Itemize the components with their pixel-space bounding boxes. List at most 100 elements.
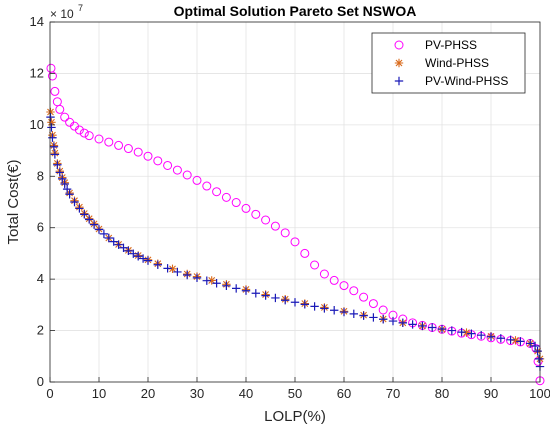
x-tick-label: 90 [484,386,498,401]
data-point [310,260,320,270]
axis-ticks: 0 10 20 30 40 50 60 70 80 90 100 0 2 4 6 8 10 12 14 [30,14,550,401]
data-point [94,225,104,234]
data-point [467,329,476,338]
legend-markers [394,40,404,86]
data-point [241,203,251,213]
data-point [290,237,300,247]
data-point [534,354,544,364]
data-point [339,281,349,291]
data-point [270,221,280,231]
data-point [398,318,407,328]
y-tick-label: 12 [30,65,44,80]
y-axis-title: Total Cost(€) [5,159,22,244]
data-point [486,332,496,341]
data-point [477,331,486,340]
data-point [46,107,55,117]
data-point [62,184,72,194]
data-point [408,320,417,329]
data-point [300,248,310,258]
data-point [124,246,133,256]
data-point [143,151,153,161]
data-point [94,134,104,144]
data-point [84,131,94,141]
data-point [50,150,60,159]
data-point [506,335,515,345]
data-point [75,204,84,213]
x-tick-label: 30 [190,386,204,401]
data-point [55,168,64,177]
data-point [428,323,437,332]
data-point [47,71,57,81]
data-point [349,309,358,319]
data-point [530,341,540,351]
y-tick-label: 2 [37,323,44,338]
data-point [183,270,192,280]
x-tick-label: 0 [46,386,53,401]
data-point [89,220,99,229]
data-point [418,321,427,331]
data-point [261,291,270,300]
data-point [153,156,163,166]
data-point [388,316,398,326]
data-point [231,198,241,208]
data-point [349,286,359,296]
data-point [163,264,172,273]
data-point [207,276,216,285]
x-tick-label: 100 [529,386,550,401]
data-point [114,140,124,150]
legend-label-pv-phss: PV-PHSS [425,38,477,52]
data-point [232,284,241,293]
data-point [60,179,69,189]
data-point [80,210,89,219]
data-point [172,165,182,175]
data-point [378,305,388,315]
data-point [168,264,177,274]
x-tick-label: 60 [337,386,351,401]
data-point [85,215,94,224]
y-tick-label: 10 [30,117,44,132]
data-point [290,298,300,307]
data-point [192,175,202,185]
data-point [462,328,471,337]
y-tick-label: 8 [37,168,44,183]
data-point [114,240,123,249]
legend: PV-PHSS Wind-PHSS PV-Wind-PHSS [371,32,526,94]
data-point [104,137,114,147]
data-point [65,190,74,199]
data-point [119,243,128,252]
data-point [369,313,378,322]
data-point [134,252,143,261]
data-point [271,293,280,303]
data-point [50,86,60,96]
series-pv-wind-phss [46,112,545,371]
x-axis-title: LOLP(%) [264,408,326,425]
data-point [368,299,378,309]
data-point [123,144,133,154]
data-point [74,125,84,135]
data-point [202,276,211,285]
data-point [359,311,368,320]
data-point [109,237,118,246]
y-exponent-power: 7 [78,3,83,13]
data-point [457,327,466,337]
data-point [339,307,349,317]
y-tick-label: 4 [37,271,44,286]
y-tick-label: 14 [30,14,44,29]
data-point [359,292,369,302]
data-point [104,233,113,243]
y-tick-label: 0 [37,374,44,389]
x-tick-label: 70 [386,386,400,401]
data-point [99,229,109,239]
data-point [70,197,79,207]
data-point [192,273,202,283]
data-point [133,147,143,157]
data-point [212,187,222,197]
data-point [379,315,388,324]
data-point [129,249,138,258]
legend-marker-pv-wind-phss [394,76,404,86]
data-point [79,128,89,138]
legend-label-pv-wind-phss: PV-Wind-PHSS [425,74,508,88]
data-point [221,192,231,202]
data-point [138,254,148,263]
